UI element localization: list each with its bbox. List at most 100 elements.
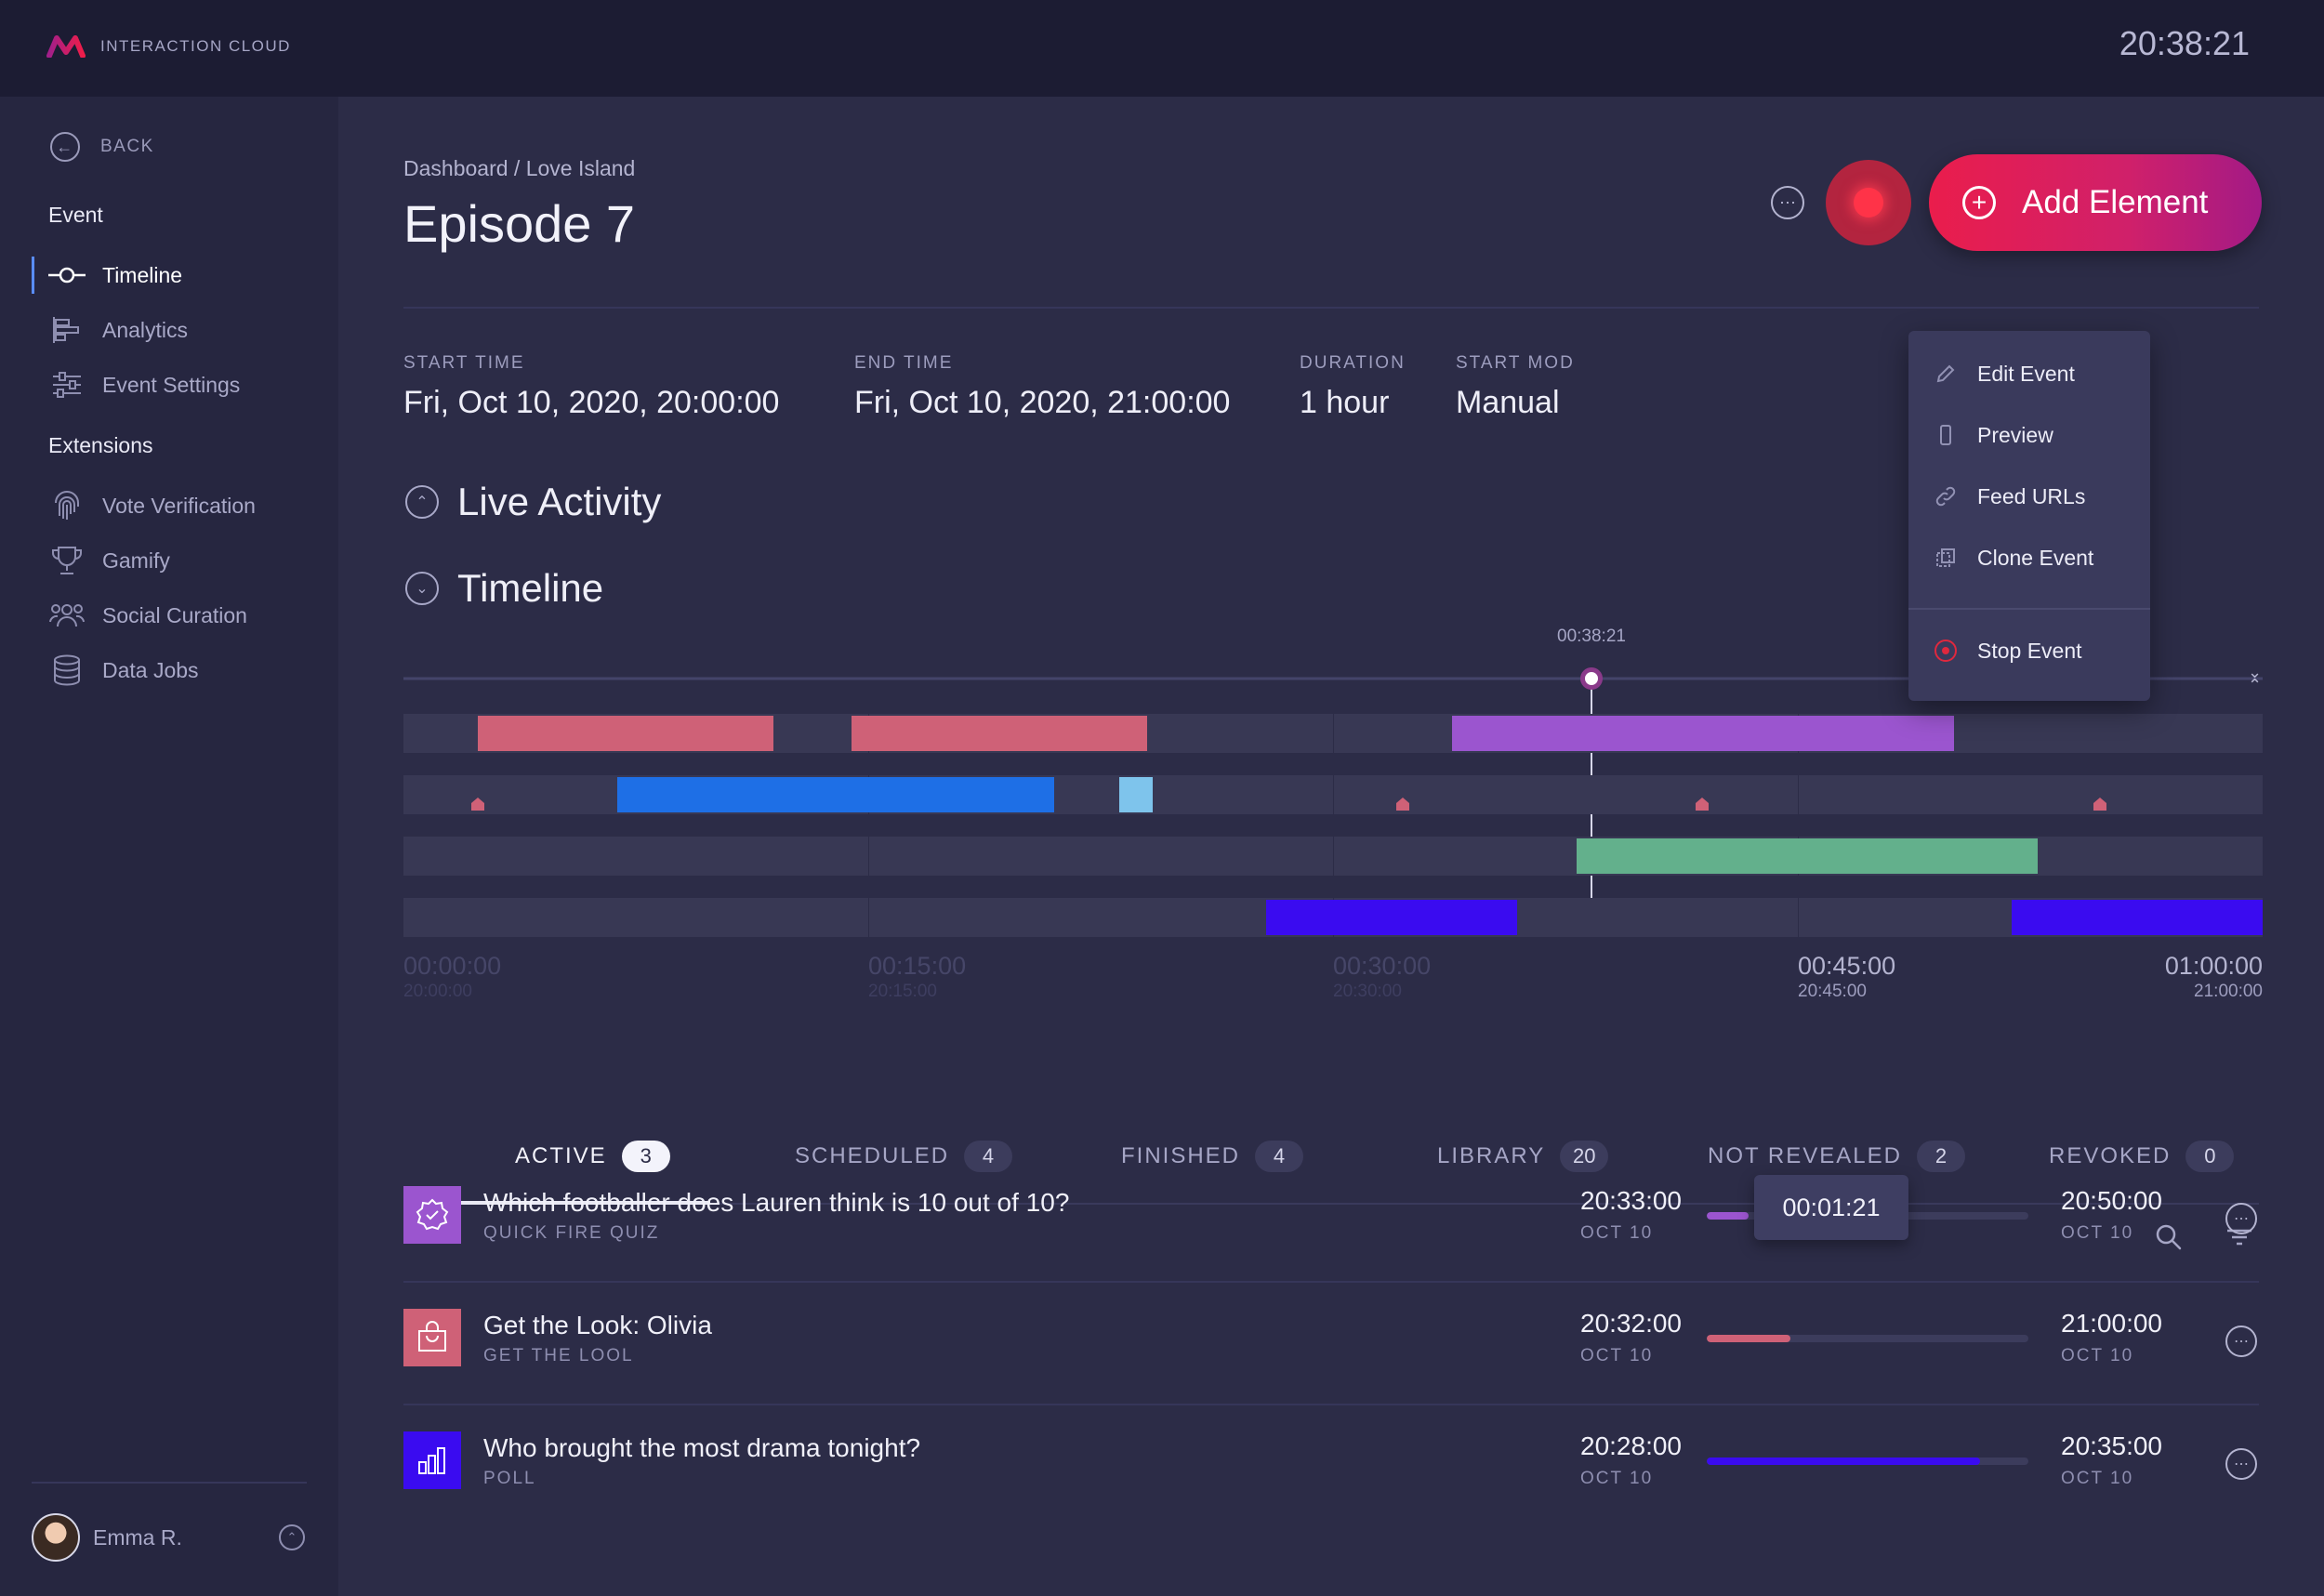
tab-not-revealed[interactable]: NOT REVEALED 2 bbox=[1708, 1138, 1965, 1175]
poll-chart-icon bbox=[403, 1431, 461, 1489]
sidebar-item-data-jobs[interactable]: Data Jobs bbox=[48, 652, 199, 689]
meta-value: Fri, Oct 10, 2020, 21:00:00 bbox=[854, 385, 1231, 420]
timeline-element-block[interactable] bbox=[478, 716, 773, 751]
timeline-element-block[interactable] bbox=[1577, 838, 2038, 874]
timeline-element-block[interactable] bbox=[1119, 777, 1153, 812]
record-dot-icon bbox=[1854, 188, 1883, 218]
more-options-button[interactable]: ⋯ bbox=[1771, 186, 1804, 219]
tab-count-badge: 3 bbox=[621, 1141, 670, 1172]
ellipsis-icon[interactable]: ⋯ bbox=[2225, 1203, 2257, 1234]
tab-label: ACTIVE bbox=[515, 1143, 607, 1168]
timeline-chart: 00:38:21 ⌄ ⌃ 00:00:00 20:00:00 00:15:00 2… bbox=[403, 627, 2263, 1110]
list-item[interactable]: Which footballer does Lauren think is 10… bbox=[403, 1162, 2259, 1283]
menu-item-edit-event[interactable]: Edit Event bbox=[1933, 361, 2075, 387]
tab-finished[interactable]: FINISHED 4 bbox=[1121, 1138, 1304, 1175]
menu-item-feed-urls[interactable]: Feed URLs bbox=[1933, 483, 2085, 509]
menu-item-stop-event[interactable]: Stop Event bbox=[1933, 638, 2082, 664]
user-profile[interactable]: Emma R. bbox=[32, 1513, 182, 1562]
sidebar-item-gamify[interactable]: Gamify bbox=[48, 542, 170, 579]
timeline-toggle[interactable]: ⌄ Timeline bbox=[405, 566, 603, 611]
timeline-element-block[interactable] bbox=[1266, 900, 1517, 935]
fingerprint-icon bbox=[48, 487, 86, 524]
sidebar-section-extensions: Extensions bbox=[48, 433, 153, 457]
tick-sublabel: 20:30:00 bbox=[1333, 982, 1402, 1001]
timeline-element-block[interactable] bbox=[852, 716, 1147, 751]
sidebar: ← BACK Event Timeline Analytics Event Se… bbox=[0, 97, 338, 1596]
elapsed-tooltip: 00:01:21 bbox=[1754, 1175, 1908, 1240]
logo-icon bbox=[46, 35, 86, 58]
grid-line bbox=[868, 714, 869, 937]
tab-count-badge: 4 bbox=[964, 1141, 1013, 1172]
end-time: 21:00:00 bbox=[2061, 1309, 2162, 1338]
chevron-down-icon: ⌄ bbox=[405, 572, 439, 605]
timeline-element-block[interactable] bbox=[1452, 716, 1954, 751]
add-element-button[interactable]: + Add Element bbox=[1929, 154, 2262, 251]
progress-bar bbox=[1707, 1335, 2028, 1342]
search-icon[interactable] bbox=[2155, 1223, 2183, 1251]
tick-sublabel: 21:00:00 bbox=[2194, 982, 2263, 1001]
tick-label: 00:15:00 bbox=[868, 952, 967, 980]
sidebar-divider bbox=[32, 1482, 307, 1484]
end-date: OCT 10 bbox=[2061, 1223, 2134, 1243]
start-date: OCT 10 bbox=[1580, 1223, 1654, 1243]
tab-library[interactable]: LIBRARY 20 bbox=[1437, 1138, 1609, 1175]
timeline-marker-icon[interactable] bbox=[2093, 798, 2106, 811]
meta-start-mode: START MOD Manual bbox=[1456, 353, 1575, 421]
sidebar-item-timeline[interactable]: Timeline bbox=[48, 257, 182, 294]
timeline-element-block[interactable] bbox=[617, 777, 1054, 812]
sidebar-item-event-settings[interactable]: Event Settings bbox=[48, 366, 240, 403]
tab-revoked[interactable]: REVOKED 0 bbox=[2049, 1138, 2235, 1175]
tick-sublabel: 20:15:00 bbox=[868, 982, 937, 1001]
playhead-time-label: 00:38:21 bbox=[1557, 627, 1626, 646]
list-item[interactable]: Get the Look: Olivia GET THE LOOL 20:32:… bbox=[403, 1285, 2259, 1405]
breadcrumb[interactable]: Dashboard / Love Island bbox=[403, 156, 636, 180]
shopping-bag-icon bbox=[403, 1309, 461, 1366]
ellipsis-icon[interactable]: ⋯ bbox=[2225, 1326, 2257, 1357]
tab-scheduled[interactable]: SCHEDULED 4 bbox=[795, 1138, 1013, 1175]
live-activity-toggle[interactable]: ⌃ Live Activity bbox=[405, 480, 661, 524]
timeline-marker-icon[interactable] bbox=[471, 798, 484, 811]
menu-item-label: Feed URLs bbox=[1977, 483, 2086, 508]
start-time: 20:28:00 bbox=[1580, 1431, 1682, 1460]
analytics-icon bbox=[48, 311, 86, 349]
app-name: INTERACTION CLOUD bbox=[100, 37, 291, 55]
app-logo[interactable]: INTERACTION CLOUD bbox=[46, 35, 291, 58]
row-divider bbox=[403, 1404, 2259, 1405]
back-button[interactable]: ← BACK bbox=[50, 132, 154, 162]
stop-icon bbox=[1933, 638, 1959, 664]
timeline-marker-icon[interactable] bbox=[1696, 798, 1709, 811]
meta-value: Manual bbox=[1456, 385, 1560, 420]
start-date: OCT 10 bbox=[1580, 1469, 1654, 1488]
avatar bbox=[32, 1513, 80, 1562]
sidebar-item-label: Vote Verification bbox=[102, 493, 256, 518]
list-item[interactable]: Who brought the most drama tonight? POLL… bbox=[403, 1407, 2259, 1528]
collapse-icon[interactable]: ⌄ ⌃ bbox=[2248, 663, 2263, 694]
sidebar-section-event: Event bbox=[48, 203, 103, 227]
start-time: 20:33:00 bbox=[1580, 1186, 1682, 1215]
timeline-marker-icon[interactable] bbox=[1396, 798, 1409, 811]
meta-label: START TIME bbox=[403, 353, 525, 373]
tab-label: FINISHED bbox=[1121, 1143, 1241, 1168]
menu-divider bbox=[1908, 608, 2150, 610]
tab-count-badge: 2 bbox=[1916, 1141, 1965, 1172]
chevron-up-icon[interactable]: ⌃ bbox=[279, 1524, 305, 1550]
menu-item-clone-event[interactable]: Clone Event bbox=[1933, 545, 2093, 571]
tab-active[interactable]: ACTIVE 3 bbox=[515, 1138, 670, 1175]
section-title: Timeline bbox=[457, 566, 604, 610]
playhead-handle[interactable] bbox=[1580, 667, 1603, 690]
menu-item-preview[interactable]: Preview bbox=[1933, 422, 2053, 448]
row-type: QUICK FIRE QUIZ bbox=[483, 1223, 660, 1243]
header-divider bbox=[403, 307, 2259, 309]
ellipsis-icon[interactable]: ⋯ bbox=[2225, 1448, 2257, 1480]
row-title: Get the Look: Olivia bbox=[483, 1311, 712, 1339]
meta-label: DURATION bbox=[1300, 353, 1406, 373]
timeline-element-block[interactable] bbox=[2012, 900, 2263, 935]
sidebar-item-label: Analytics bbox=[102, 317, 189, 342]
meta-value: 1 hour bbox=[1300, 385, 1390, 420]
live-record-button[interactable] bbox=[1826, 160, 1911, 245]
sidebar-item-vote-verification[interactable]: Vote Verification bbox=[48, 487, 256, 524]
sidebar-item-social-curation[interactable]: Social Curation bbox=[48, 597, 247, 634]
tab-label: SCHEDULED bbox=[795, 1143, 950, 1168]
sidebar-item-analytics[interactable]: Analytics bbox=[48, 311, 188, 349]
chevron-up-icon: ⌃ bbox=[405, 485, 439, 519]
